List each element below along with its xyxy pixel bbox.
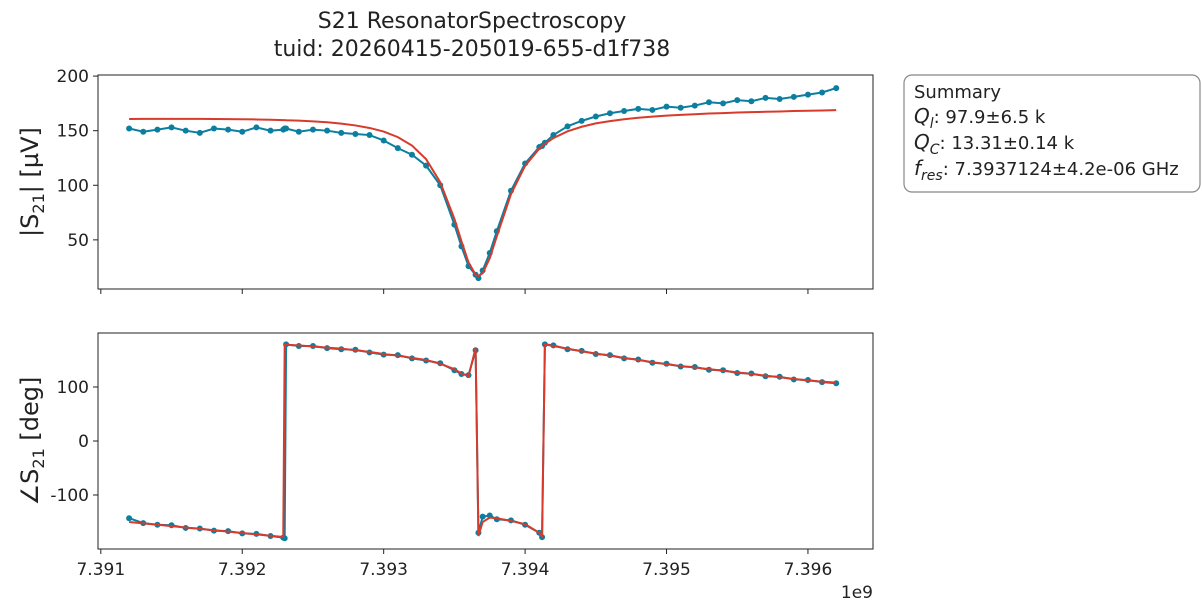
figure-subtitle: tuid: 20260415-205019-655-d1f738 — [274, 37, 671, 62]
data-point — [168, 124, 175, 131]
plot-area — [98, 75, 873, 289]
subscript: l — [930, 116, 934, 132]
x-offset-label: 1e9 — [841, 583, 873, 603]
data-point — [578, 117, 585, 124]
data-point — [804, 91, 811, 98]
data-point — [677, 104, 684, 111]
y-tick-label: 100 — [57, 378, 89, 398]
data-point — [338, 129, 345, 136]
symbol: Q — [914, 104, 930, 128]
data-point — [352, 130, 359, 137]
data-point — [819, 89, 826, 96]
data-point — [776, 96, 783, 103]
label-rest: [deg] — [16, 377, 44, 449]
x-tick-label: 7.392 — [218, 560, 267, 580]
fit-line — [129, 109, 837, 278]
data-point — [423, 162, 430, 169]
data-point — [154, 126, 161, 133]
x-tick-label: 7.395 — [642, 560, 691, 580]
summary-box — [903, 74, 1201, 193]
data-point — [196, 129, 203, 136]
axes-frame — [97, 74, 874, 290]
data-point — [182, 127, 189, 134]
y-tick-label: 150 — [57, 122, 89, 142]
value: : 13.31±0.14 k — [940, 133, 1075, 154]
symbol: f — [914, 156, 924, 180]
data-point — [621, 108, 628, 115]
data-point — [649, 106, 656, 113]
summary-line: fres: 7.3937124±4.2e-06 GHz — [914, 156, 1179, 184]
data-point — [564, 123, 571, 130]
y-tick-label: 0 — [78, 432, 89, 452]
data-point — [790, 93, 797, 100]
data-point — [734, 97, 741, 104]
y-tick-label: 200 — [57, 67, 89, 87]
data-point — [126, 515, 133, 522]
y-tick-label: 100 — [57, 176, 89, 196]
data-point — [309, 126, 316, 133]
data-point — [239, 128, 246, 135]
label-sub: 21 — [29, 448, 48, 468]
subscript: C — [930, 142, 940, 158]
label-sub: 21 — [29, 193, 48, 213]
value: : 7.3937124±4.2e-06 GHz — [943, 159, 1179, 180]
figure-title: S21 ResonatorSpectroscopy — [318, 9, 626, 34]
y-axis-label: ∠S21 [deg] — [16, 377, 48, 506]
data-point — [380, 137, 387, 144]
data-point — [140, 128, 147, 135]
y-tick-label: 50 — [67, 231, 89, 251]
data-point — [366, 132, 373, 139]
x-tick-label: 7.394 — [501, 560, 550, 580]
data-point — [663, 103, 670, 110]
fit-line — [129, 343, 837, 539]
data-point — [479, 513, 486, 520]
summary-line: Ql: 97.9±6.5 k — [914, 104, 1046, 132]
subscript: res — [921, 168, 943, 184]
x-tick-label: 7.396 — [784, 560, 833, 580]
data-point — [762, 94, 769, 101]
data-point — [295, 128, 302, 135]
data-point — [253, 124, 260, 131]
summary-line: QC: 13.31±0.14 k — [914, 130, 1075, 158]
data-point — [394, 145, 401, 152]
data-point — [705, 99, 712, 106]
data-point — [606, 110, 613, 117]
summary-title: Summary — [914, 82, 1001, 103]
data-point — [283, 125, 290, 132]
data-point — [210, 125, 217, 132]
label-main: ∠S — [16, 469, 44, 506]
data-point — [833, 85, 840, 92]
data-point — [324, 127, 331, 134]
data-point — [635, 105, 642, 112]
plot-area — [98, 333, 873, 549]
data-point — [475, 275, 482, 282]
label-rest: | [µV] — [16, 127, 44, 193]
data-point — [267, 127, 274, 134]
y-tick-label: -100 — [50, 486, 89, 506]
data-point — [691, 102, 698, 109]
symbol: Q — [914, 130, 930, 154]
value: : 97.9±6.5 k — [934, 107, 1046, 128]
data-point — [225, 126, 232, 133]
data-point — [126, 125, 133, 132]
data-point — [408, 151, 415, 158]
y-axis-label: |S21| [µV] — [16, 127, 48, 237]
data-point — [592, 113, 599, 120]
data-point — [748, 98, 755, 105]
x-tick-label: 7.391 — [76, 560, 125, 580]
data-point — [720, 100, 727, 107]
label-main: |S — [16, 214, 44, 237]
x-tick-label: 7.393 — [359, 560, 408, 580]
